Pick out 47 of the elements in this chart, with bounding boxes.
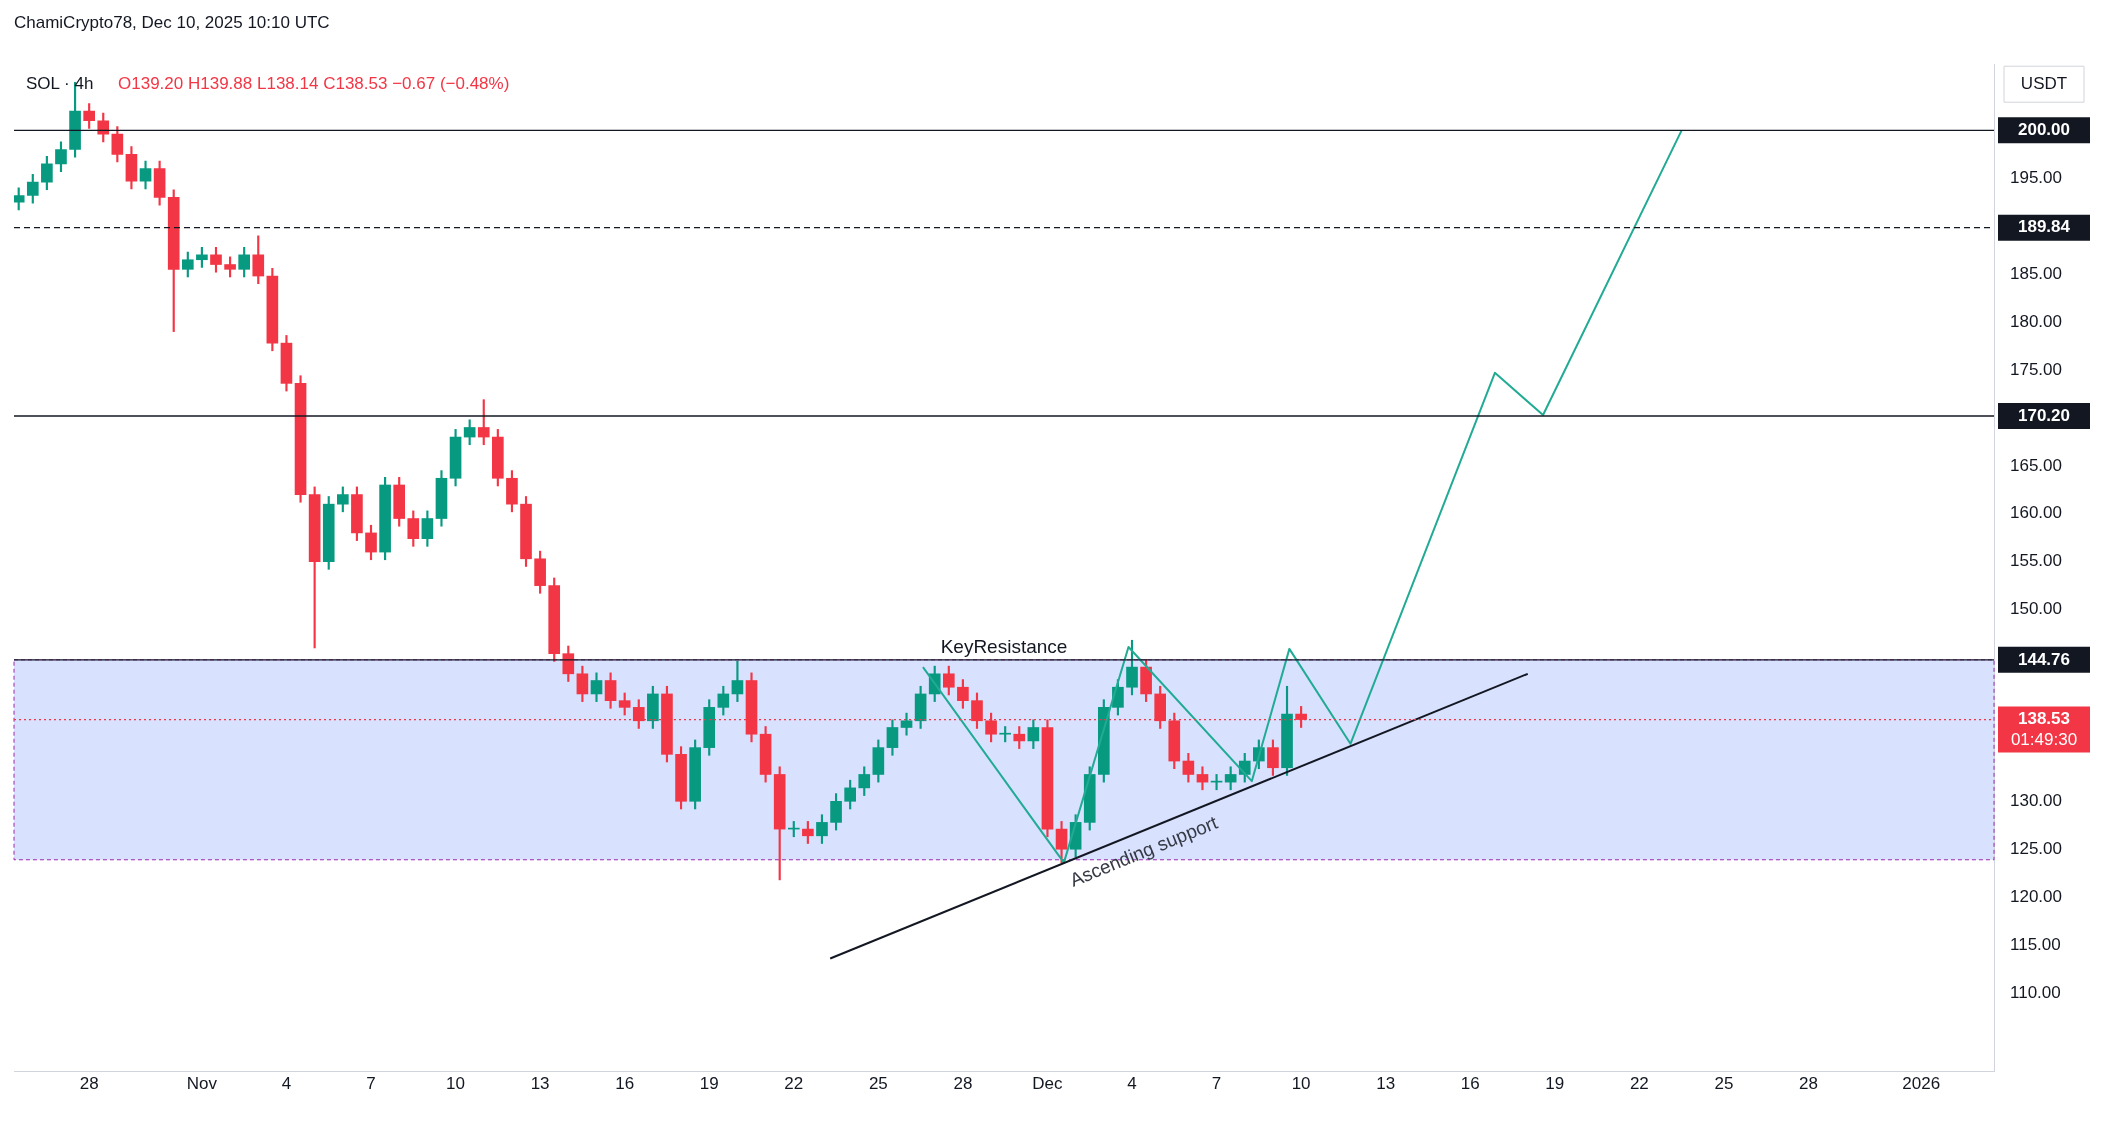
x-tick-label: 10 bbox=[446, 1074, 466, 1094]
x-tick-label: 16 bbox=[1460, 1074, 1480, 1094]
y-tick-label: 110.00 bbox=[2010, 982, 2061, 1002]
x-tick-label: 7 bbox=[366, 1074, 376, 1094]
x-tick-label: 22 bbox=[784, 1074, 804, 1094]
ref-line-label: 189.84 bbox=[2018, 217, 2071, 237]
x-tick-label: 4 bbox=[281, 1074, 292, 1094]
ref-line-label: 170.20 bbox=[2018, 405, 2070, 425]
x-tick-label: 4 bbox=[1127, 1074, 1137, 1094]
y-tick-label: 160.00 bbox=[2010, 503, 2062, 523]
x-tick-label: Dec bbox=[1032, 1074, 1064, 1094]
y-tick-label: 155.00 bbox=[2010, 551, 2062, 571]
x-tick-label: 13 bbox=[530, 1074, 550, 1094]
y-axis-title: USDT bbox=[2020, 73, 2068, 93]
x-tick-label: 10 bbox=[1291, 1074, 1311, 1094]
x-tick-label: 25 bbox=[868, 1074, 888, 1094]
x-tick-label: 7 bbox=[1211, 1074, 1222, 1094]
y-tick-label: 180.00 bbox=[2010, 311, 2062, 331]
y-tick-label: 130.00 bbox=[2010, 790, 2062, 810]
y-tick-label: 165.00 bbox=[2010, 455, 2062, 475]
x-tick-label: 2026 bbox=[1902, 1074, 1941, 1094]
ref-line-label: 138.53 bbox=[2018, 709, 2070, 729]
y-tick-label: 195.00 bbox=[2010, 167, 2062, 187]
x-tick-label: 28 bbox=[1798, 1074, 1818, 1094]
x-tick-label: 16 bbox=[615, 1074, 635, 1094]
x-tick-label: 19 bbox=[1545, 1074, 1565, 1094]
ref-line-label: 144.76 bbox=[2018, 649, 2070, 669]
x-tick-label: Nov bbox=[186, 1074, 218, 1094]
text: 01:49:30 bbox=[2010, 730, 2078, 750]
x-tick-label: 13 bbox=[1376, 1074, 1396, 1094]
band-label: KeyResistance bbox=[940, 635, 1068, 657]
y-tick-label: 115.00 bbox=[2010, 934, 2061, 954]
y-tick-label: 150.00 bbox=[2010, 599, 2062, 619]
y-tick-label: 120.00 bbox=[2010, 886, 2062, 906]
text: O139.20 H139.88 L138.14 C138.53 −0.67 (−0.48%) bbox=[118, 73, 510, 93]
x-tick-label: 28 bbox=[79, 1074, 99, 1094]
y-tick-label: 175.00 bbox=[2010, 359, 2062, 379]
x-tick-label: 25 bbox=[1714, 1074, 1734, 1094]
x-tick-label: 19 bbox=[699, 1074, 719, 1094]
candlestick bbox=[1196, 766, 1209, 791]
text: ChamiCrypto78, Dec 10, 2025 10:10 UTC bbox=[13, 12, 331, 34]
y-tick-label: 125.00 bbox=[2010, 838, 2062, 858]
y-tick-label: 185.00 bbox=[2010, 263, 2062, 283]
text: SOL · 4h bbox=[26, 73, 94, 93]
x-tick-label: 28 bbox=[953, 1074, 973, 1094]
ref-line-label: 200.00 bbox=[2018, 120, 2070, 140]
x-tick-label: 22 bbox=[1629, 1074, 1649, 1094]
